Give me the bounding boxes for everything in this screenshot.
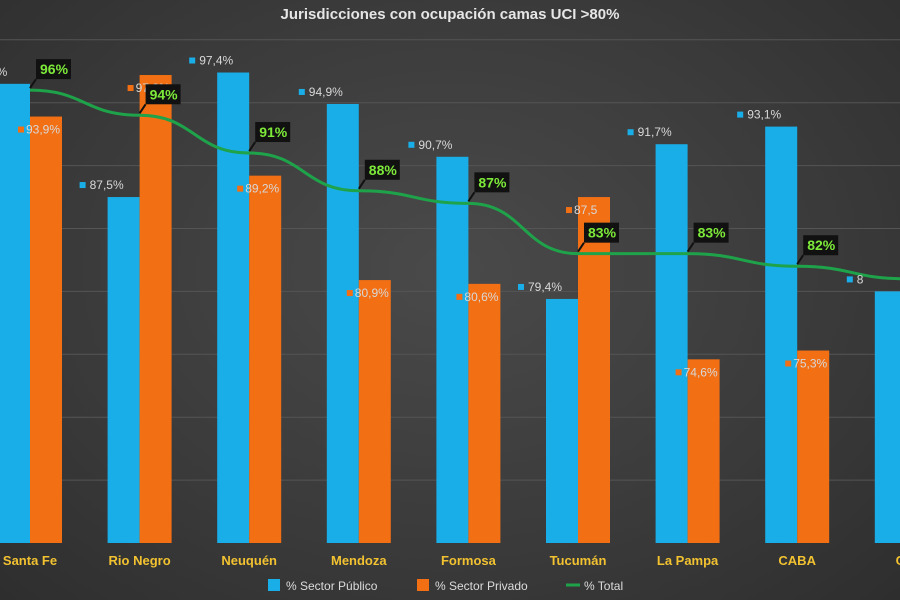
- bar-privado: [468, 283, 501, 543]
- bar-publico: [765, 126, 798, 544]
- total-label-box: [255, 122, 291, 143]
- label-privado: 80,9%: [355, 286, 389, 300]
- bar-publico: [217, 72, 250, 544]
- label-publico: 79,4%: [528, 280, 562, 294]
- total-label-box: [364, 159, 400, 180]
- label-total: 94%: [150, 86, 179, 102]
- bar-publico: [107, 197, 140, 544]
- total-line: [29, 88, 900, 281]
- total-label-pointer: [138, 103, 147, 114]
- total-label-box: [145, 84, 181, 105]
- category-label: Tucumán: [550, 553, 607, 568]
- label-total: 83%: [698, 225, 727, 241]
- total-label-pointer: [29, 78, 37, 89]
- label-total: 91%: [259, 124, 288, 140]
- bar-publico: [655, 144, 688, 544]
- bar-publico: [436, 156, 469, 543]
- label-privado: 87,5: [574, 203, 598, 217]
- label-total: 83%: [588, 225, 617, 241]
- category-label: La Pampa: [657, 553, 719, 568]
- marker-publico: [408, 141, 415, 148]
- total-label-pointer: [467, 191, 476, 202]
- bar-privado: [139, 75, 172, 544]
- label-privado: 75,3%: [793, 357, 827, 371]
- legend-label: % Sector Privado: [435, 579, 528, 593]
- marker-privado: [127, 85, 134, 92]
- legend-swatch: [417, 579, 429, 591]
- bar-publico: [0, 83, 30, 543]
- bar-privado: [578, 197, 610, 544]
- marker-privado: [456, 293, 463, 300]
- category-label: Rio Negro: [109, 553, 171, 568]
- label-publico: 6,5%: [0, 65, 8, 79]
- label-publico: 91,7%: [638, 125, 672, 139]
- marker-publico: [627, 129, 634, 136]
- marker-publico: [737, 111, 744, 118]
- chart-title: Jurisdicciones con ocupación camas UCI >…: [280, 6, 620, 23]
- label-privado: 89,2%: [245, 182, 279, 196]
- label-total: 88%: [369, 162, 398, 178]
- label-publico: 90,7%: [418, 138, 452, 152]
- category-label: Neuquén: [221, 553, 277, 568]
- bar-privado: [797, 350, 830, 543]
- category-label: CABA: [778, 553, 816, 568]
- marker-privado: [566, 207, 572, 214]
- bar-publico: [326, 103, 359, 543]
- legend-label: % Total: [584, 579, 623, 593]
- marker-publico: [79, 182, 86, 189]
- total-label-box: [36, 59, 71, 80]
- legend-swatch: [268, 579, 280, 591]
- label-publico: 97,4%: [199, 54, 233, 68]
- marker-privado: [237, 185, 244, 192]
- marker-privado: [18, 126, 24, 133]
- total-label-box: [584, 222, 619, 243]
- bar-publico: [874, 291, 900, 543]
- marker-privado: [346, 290, 353, 297]
- marker-privado: [785, 360, 792, 367]
- category-label: Formosa: [441, 553, 497, 568]
- bar-privado: [30, 116, 62, 544]
- total-label-box: [803, 235, 839, 256]
- label-privado: 80,6%: [464, 290, 498, 304]
- total-label-pointer: [248, 141, 257, 152]
- label-publico: 93,1%: [747, 108, 781, 122]
- label-total: 82%: [807, 237, 836, 253]
- bar-privado: [687, 359, 720, 543]
- total-label-pointer: [577, 242, 585, 253]
- marker-publico: [189, 57, 196, 64]
- label-total: 96%: [40, 61, 69, 77]
- marker-publico: [518, 283, 524, 290]
- label-publico: 8: [857, 272, 864, 286]
- label-total: 87%: [478, 174, 507, 190]
- label-publico: 94,9%: [309, 85, 343, 99]
- marker-privado: [675, 369, 682, 376]
- bar-privado: [358, 280, 391, 543]
- legend-label: % Sector Público: [286, 579, 378, 593]
- category-label: Mendoza: [331, 553, 387, 568]
- label-privado: 93,9%: [26, 123, 60, 137]
- label-publico: 87,5%: [90, 178, 124, 192]
- category-label: Santa Fe: [3, 553, 57, 568]
- total-label-pointer: [686, 242, 695, 253]
- marker-publico: [846, 276, 853, 283]
- total-label-box: [474, 172, 510, 193]
- total-label-box: [693, 222, 729, 243]
- total-label-pointer: [796, 254, 805, 265]
- category-label: Cor: [896, 553, 900, 568]
- bar-publico: [546, 298, 578, 543]
- marker-publico: [298, 88, 305, 95]
- label-privado: 74,6%: [684, 365, 718, 379]
- total-label-pointer: [357, 179, 366, 190]
- bar-privado: [249, 175, 282, 543]
